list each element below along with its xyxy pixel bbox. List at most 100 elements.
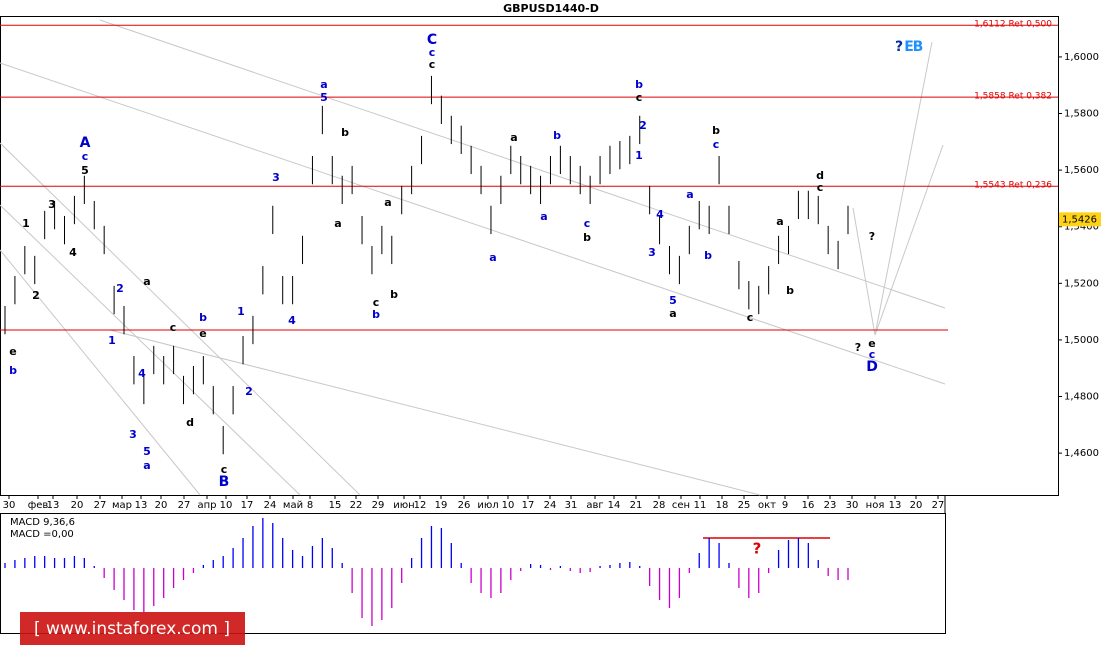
x-tick-label: 21 bbox=[630, 500, 643, 511]
wave-label: c bbox=[221, 463, 228, 476]
x-tick-label: 27 bbox=[94, 500, 107, 511]
wave-label: a bbox=[776, 215, 783, 228]
wave-label: b bbox=[9, 364, 17, 377]
wave-label: 4 bbox=[656, 208, 664, 221]
x-tick-label: 8 bbox=[307, 500, 313, 511]
wave-label: e bbox=[9, 345, 16, 358]
wave-label: B bbox=[219, 474, 230, 490]
x-tick-label: 25 bbox=[738, 500, 751, 511]
last-price-label: 1,5426 bbox=[1062, 214, 1097, 225]
wave-label: a bbox=[320, 78, 327, 91]
x-tick-label: 20 bbox=[155, 500, 168, 511]
x-tick-label: 30 bbox=[3, 500, 16, 511]
wave-label: 5 bbox=[320, 91, 328, 104]
y-tick-label: 1,5600 bbox=[1064, 165, 1099, 176]
y-tick-label: 1,6000 bbox=[1064, 52, 1099, 63]
plot-frame bbox=[0, 16, 1059, 496]
wave-label: d bbox=[816, 169, 824, 182]
x-tick-label: 12 bbox=[414, 500, 427, 511]
x-tick-label: фев bbox=[28, 500, 49, 511]
x-tick-label: 22 bbox=[350, 500, 363, 511]
wave-label: e bbox=[199, 327, 206, 340]
x-tick-label: сен bbox=[672, 500, 690, 511]
wave-label: a bbox=[489, 251, 496, 264]
wave-label: c bbox=[429, 58, 436, 71]
wave-label: 2 bbox=[32, 289, 40, 302]
x-tick-label: 10 bbox=[220, 500, 233, 511]
wave-label: 4 bbox=[138, 367, 146, 380]
wave-label: b bbox=[704, 249, 712, 262]
x-tick-label: апр bbox=[197, 500, 216, 511]
wave-label: a bbox=[143, 459, 150, 472]
wave-label: A bbox=[80, 135, 91, 151]
x-tick-label: 27 bbox=[178, 500, 191, 511]
wave-label: c bbox=[429, 46, 436, 59]
macd-label: MACD 9,36,6 bbox=[10, 517, 75, 528]
y-tick-label: 1,4800 bbox=[1064, 392, 1099, 403]
y-tick-label: 1,5400 bbox=[1064, 222, 1099, 233]
wave-label: B bbox=[913, 39, 924, 55]
wave-label: 1 bbox=[22, 217, 30, 230]
wave-label: 1 bbox=[237, 305, 245, 318]
x-tick-label: ноя bbox=[866, 500, 885, 511]
x-tick-label: 20 bbox=[71, 500, 84, 511]
x-tick-label: май bbox=[283, 500, 303, 511]
x-tick-label: мар bbox=[112, 500, 132, 511]
wave-label: e bbox=[868, 337, 875, 350]
x-tick-label: 11 bbox=[694, 500, 707, 511]
x-tick-label: 17 bbox=[522, 500, 535, 511]
wave-label: 4 bbox=[69, 246, 77, 259]
x-tick-label: 18 bbox=[716, 500, 729, 511]
wave-label: 3 bbox=[648, 246, 656, 259]
macd-note: ? bbox=[753, 540, 762, 558]
wave-label: a bbox=[143, 275, 150, 288]
wave-label: c bbox=[82, 150, 89, 163]
y-tick-label: 1,5800 bbox=[1064, 109, 1099, 120]
level-label: 1,6112 Ret 0,500 bbox=[974, 20, 1052, 30]
wave-label: 1 bbox=[108, 334, 116, 347]
wave-label: 2 bbox=[245, 385, 253, 398]
wave-label: c bbox=[713, 138, 720, 151]
x-tick-label: авг bbox=[586, 500, 603, 511]
x-tick-label: 14 bbox=[608, 500, 621, 511]
wave-label: 2 bbox=[639, 119, 647, 132]
x-tick-label: июн bbox=[393, 500, 414, 511]
wave-label: a bbox=[669, 307, 676, 320]
x-tick-label: 10 bbox=[502, 500, 515, 511]
x-tick-label: 27 bbox=[932, 500, 945, 511]
x-tick-label: окт bbox=[758, 500, 776, 511]
wave-label: 5 bbox=[81, 164, 89, 177]
wave-label: b bbox=[199, 311, 207, 324]
wave-label: a bbox=[384, 196, 391, 209]
macd-frame bbox=[0, 513, 946, 634]
wave-label: c bbox=[817, 181, 824, 194]
last-price-box bbox=[1059, 212, 1101, 227]
wave-label: 3 bbox=[272, 171, 280, 184]
x-tick-label: 16 bbox=[802, 500, 815, 511]
x-tick-label: 26 bbox=[458, 500, 471, 511]
wave-label: c bbox=[747, 311, 754, 324]
wave-label: 3 bbox=[129, 428, 137, 441]
wave-label: 2 bbox=[116, 282, 124, 295]
watermark: [ www.instaforex.com ] bbox=[34, 619, 230, 639]
wave-label: a bbox=[540, 210, 547, 223]
wave-label: 5 bbox=[143, 445, 151, 458]
x-tick-label: 19 bbox=[435, 500, 448, 511]
x-tick-label: 28 bbox=[653, 500, 666, 511]
y-tick-label: 1,5000 bbox=[1064, 335, 1099, 346]
x-tick-label: 13 bbox=[889, 500, 902, 511]
wave-label: c bbox=[636, 91, 643, 104]
x-tick-label: 23 bbox=[824, 500, 837, 511]
wave-label: b bbox=[372, 308, 380, 321]
wave-label: D bbox=[866, 359, 878, 375]
wave-label: d bbox=[186, 416, 194, 429]
chart-title: GBPUSD1440-D bbox=[503, 2, 599, 15]
x-tick-label: 20 bbox=[910, 500, 923, 511]
wave-label: 5 bbox=[669, 294, 677, 307]
wave-label: b bbox=[712, 124, 720, 137]
watermark-box bbox=[20, 612, 245, 645]
wave-label: ? bbox=[855, 341, 861, 354]
level-label: 1,5543 Ret 0,236 bbox=[974, 181, 1052, 191]
